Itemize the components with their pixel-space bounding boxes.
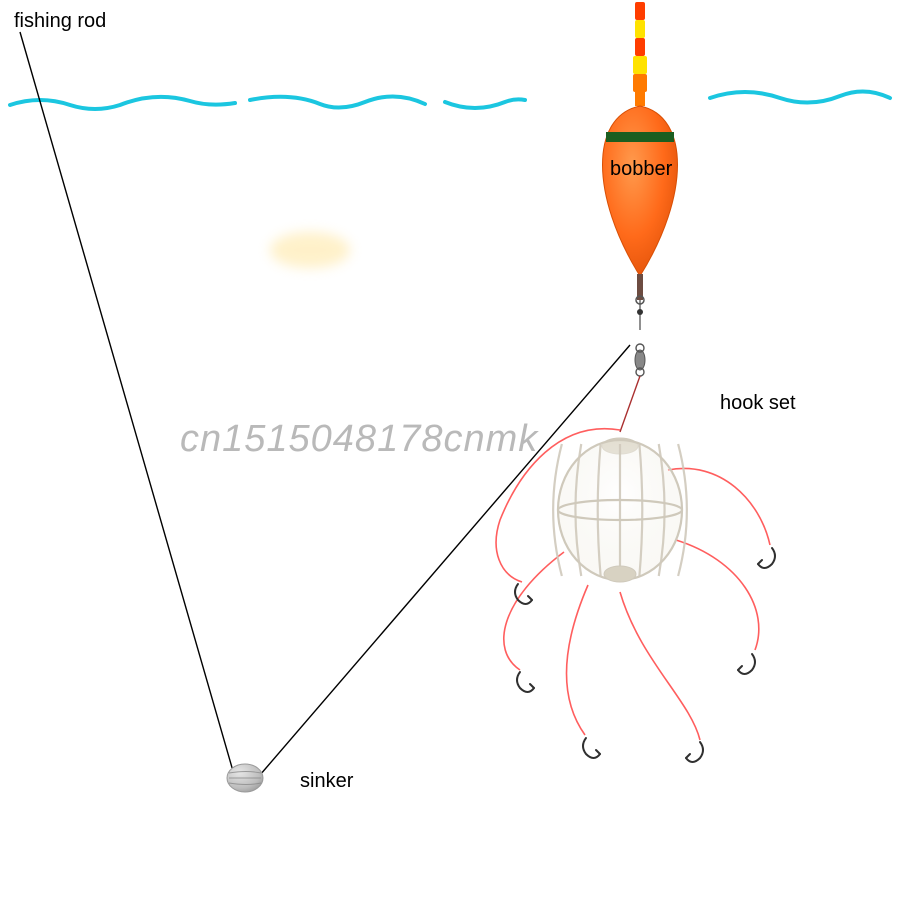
label-sinker: sinker — [300, 770, 353, 793]
sinker-icon — [227, 764, 263, 792]
blur-spot-icon — [270, 232, 350, 268]
water-surface-icon — [10, 91, 890, 109]
fishing-line — [20, 32, 630, 778]
bobber-icon — [603, 2, 678, 304]
watermark-text: cn1515048178cnmk — [180, 418, 538, 461]
swivel-icon — [620, 300, 645, 432]
diagram-stage: fishing rod bobber hook set sinker cn151… — [0, 0, 900, 900]
label-bobber: bobber — [610, 158, 672, 181]
hook-set-icon — [496, 429, 775, 762]
label-hook-set: hook set — [720, 392, 796, 415]
label-fishing-rod: fishing rod — [14, 10, 106, 33]
